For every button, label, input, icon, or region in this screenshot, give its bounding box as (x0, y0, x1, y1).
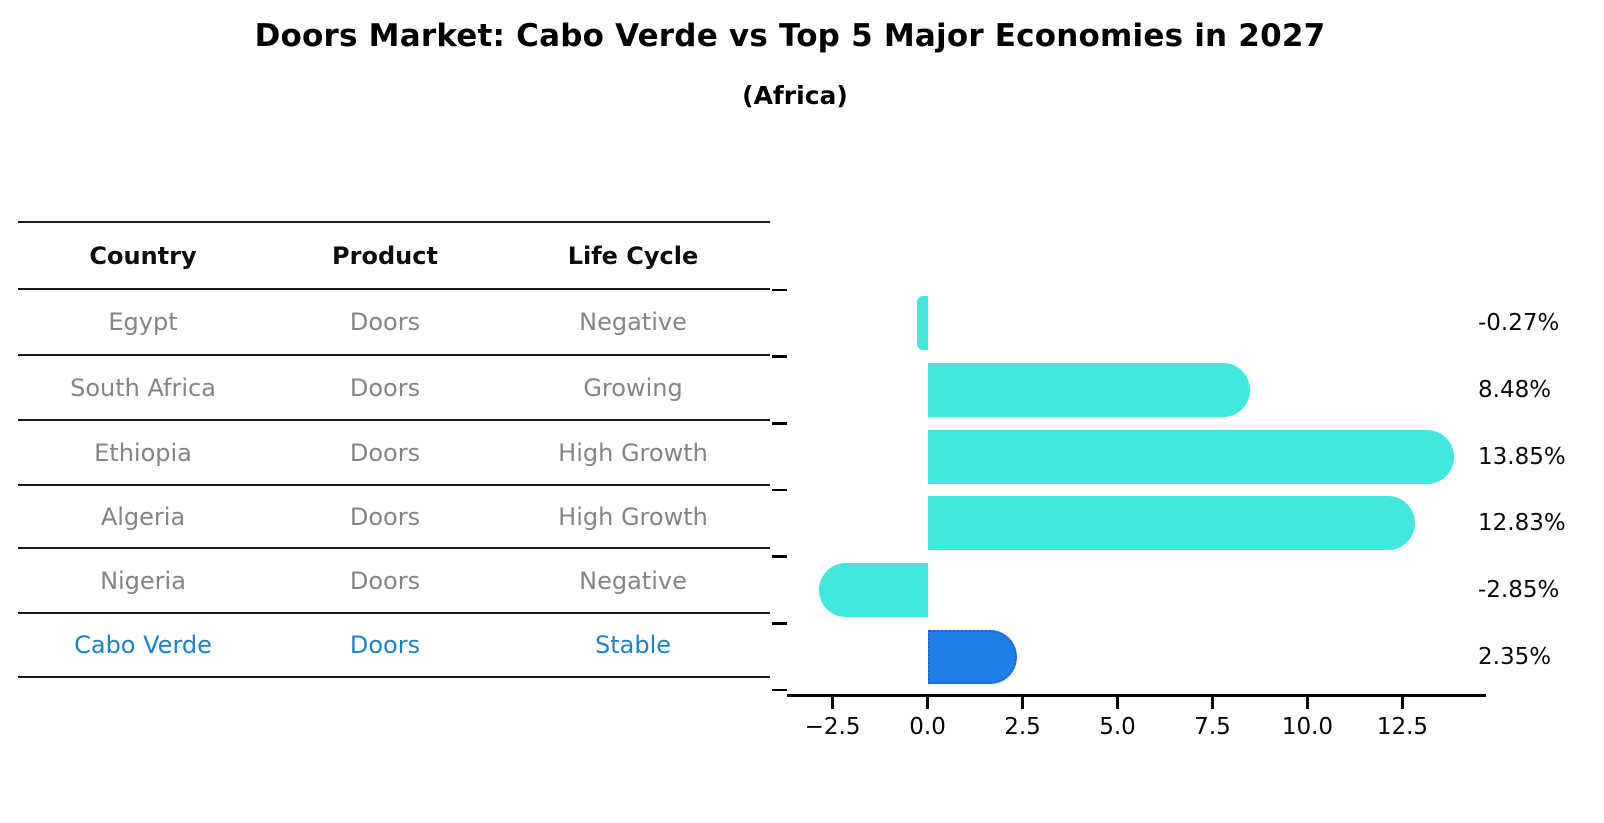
bar-ethiopia (927, 429, 1454, 484)
table-header-country: Country (89, 241, 197, 270)
x-axis-tick-label: 10.0 (1281, 714, 1334, 740)
bar-value-label: 2.35% (1478, 643, 1552, 670)
table-cell-product: Doors (349, 566, 421, 595)
table-cell-country: Cabo Verde (74, 631, 212, 659)
table-cell-life_cycle: High Growth (558, 502, 708, 531)
table-cell-product: Doors (349, 373, 421, 402)
x-axis-tick (1116, 697, 1119, 709)
table-cell-life_cycle: Growing (583, 373, 683, 402)
x-axis-tick (1211, 697, 1214, 709)
table-cell-country: Egypt (108, 308, 178, 336)
table-cell-life_cycle: Stable (594, 631, 672, 659)
y-axis-tick (772, 288, 787, 292)
chart-subtitle: (Africa) (742, 81, 848, 110)
x-axis-tick (1021, 697, 1024, 709)
y-axis-tick (772, 422, 787, 425)
bar-value-label: -0.27% (1478, 310, 1560, 337)
table-cell-product: Doors (349, 438, 421, 467)
y-axis-tick (772, 688, 787, 692)
table-separator-line (18, 547, 770, 549)
table-separator-line (18, 484, 770, 486)
x-axis-tick-label: 5.0 (1099, 714, 1136, 740)
x-axis-tick-label: −2.5 (804, 714, 861, 740)
x-axis-tick (1401, 697, 1404, 709)
table-cell-life_cycle: High Growth (558, 438, 708, 467)
table-cell-product: Doors (349, 631, 421, 659)
x-axis-tick-label: 7.5 (1194, 714, 1231, 740)
table-cell-life_cycle: Negative (579, 308, 687, 336)
table-cell-country: Algeria (100, 502, 186, 531)
table-header-product: Product (332, 241, 438, 270)
table-cell-country: Ethiopia (94, 438, 192, 467)
x-axis-tick (1306, 697, 1309, 709)
bar-value-label: 8.48% (1478, 377, 1552, 403)
table-separator-line (18, 419, 770, 421)
bar-nigeria (819, 563, 928, 617)
x-axis-tick-label: 12.5 (1376, 714, 1429, 740)
x-axis-tick-label: 2.5 (1004, 714, 1041, 740)
y-axis-tick (772, 488, 787, 492)
table-separator-line (18, 676, 770, 678)
y-axis-tick (772, 622, 787, 625)
table-header-life-cycle: Life Cycle (567, 241, 699, 270)
table-separator-line (18, 612, 770, 614)
bar-value-label: 12.83% (1478, 510, 1566, 537)
bar-value-label: 13.85% (1478, 443, 1566, 470)
table-separator-line (18, 354, 770, 356)
x-axis-tick (831, 697, 834, 709)
y-axis-tick (772, 355, 787, 358)
table-cell-country: Nigeria (100, 566, 186, 595)
bar-south-africa (927, 363, 1250, 417)
table-separator-line (18, 288, 770, 290)
bar-algeria (927, 496, 1415, 551)
table-cell-country: South Africa (70, 373, 216, 402)
x-axis-tick-label: 0.0 (909, 714, 946, 740)
table-separator-line (18, 221, 770, 223)
bar-value-label: -2.85% (1478, 577, 1560, 603)
x-axis-tick (926, 697, 929, 709)
bar-cabo-verde (927, 629, 1017, 684)
bar-egypt (917, 296, 928, 351)
table-cell-product: Doors (349, 308, 421, 336)
table-cell-product: Doors (349, 502, 421, 531)
chart-title: Doors Market: Cabo Verde vs Top 5 Major … (254, 18, 1326, 54)
table-cell-life_cycle: Negative (579, 566, 687, 595)
x-axis-line (787, 694, 1486, 697)
y-axis-tick (772, 555, 787, 558)
